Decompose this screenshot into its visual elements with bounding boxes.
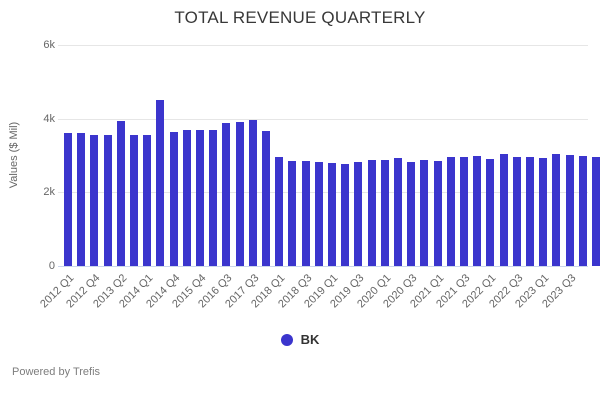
- bar-12[interactable]: [222, 123, 231, 266]
- bar-3[interactable]: [103, 134, 112, 266]
- chart-title: TOTAL REVENUE QUARTERLY: [174, 8, 426, 27]
- bar-17[interactable]: [288, 161, 297, 266]
- bar-24[interactable]: [380, 160, 389, 266]
- bar-14[interactable]: [248, 119, 257, 266]
- bar-39[interactable]: [578, 155, 587, 266]
- bar-5[interactable]: [130, 135, 138, 266]
- bar-1[interactable]: [77, 132, 86, 266]
- y-tick-label: 0: [48, 260, 55, 272]
- bar-18[interactable]: [301, 160, 310, 266]
- bar-26[interactable]: [407, 161, 416, 266]
- y-tick-label: 4k: [43, 112, 55, 125]
- bar-21[interactable]: [341, 164, 350, 266]
- bar-30[interactable]: [460, 156, 468, 266]
- legend-label: BK: [300, 332, 320, 347]
- y-axis-title: Values ($ Mil): [8, 121, 20, 189]
- bar-40[interactable]: [592, 156, 600, 266]
- gridline: [58, 45, 588, 46]
- bar-27[interactable]: [420, 160, 429, 266]
- y-tick-label: 2k: [43, 186, 55, 199]
- bar-35[interactable]: [526, 156, 534, 266]
- bar-28[interactable]: [433, 160, 442, 266]
- bar-32[interactable]: [486, 159, 495, 266]
- bar-38[interactable]: [565, 154, 574, 266]
- bar-25[interactable]: [394, 158, 402, 266]
- gridline: [58, 192, 588, 194]
- bar-6[interactable]: [143, 134, 152, 266]
- bar-7[interactable]: [156, 100, 165, 266]
- bar-36[interactable]: [539, 158, 548, 266]
- bar-31[interactable]: [473, 155, 482, 266]
- bar-0[interactable]: [64, 132, 72, 266]
- bar-23[interactable]: [367, 160, 376, 266]
- bar-34[interactable]: [512, 156, 521, 266]
- gridline: [58, 118, 588, 120]
- bar-29[interactable]: [446, 157, 455, 266]
- bar-13[interactable]: [235, 122, 244, 266]
- bar-15[interactable]: [262, 130, 270, 266]
- y-tick-label: 6k: [43, 39, 55, 51]
- legend-marker-icon: [280, 333, 293, 346]
- bar-8[interactable]: [169, 132, 178, 266]
- plot-area: 2012 Q1 2012 Q4 2013 Q2 2014 Q1 2014 Q4 2015 …: [38, 45, 600, 310]
- bar-2[interactable]: [90, 134, 99, 266]
- bar-4[interactable]: [116, 121, 125, 266]
- bar-11[interactable]: [209, 130, 218, 266]
- bar-37[interactable]: [552, 153, 561, 266]
- bar-20[interactable]: [328, 162, 336, 266]
- legend-item-bk[interactable]: BK: [0, 332, 600, 347]
- bar-19[interactable]: [314, 162, 323, 266]
- x-axis-line: [58, 266, 588, 267]
- bar-16[interactable]: [275, 157, 284, 266]
- bar-10[interactable]: [196, 130, 204, 266]
- bar-9[interactable]: [182, 129, 191, 266]
- bar-22[interactable]: [354, 162, 363, 266]
- bar-33[interactable]: [499, 153, 508, 266]
- powered-by-text: Powered by Trefis: [12, 366, 101, 378]
